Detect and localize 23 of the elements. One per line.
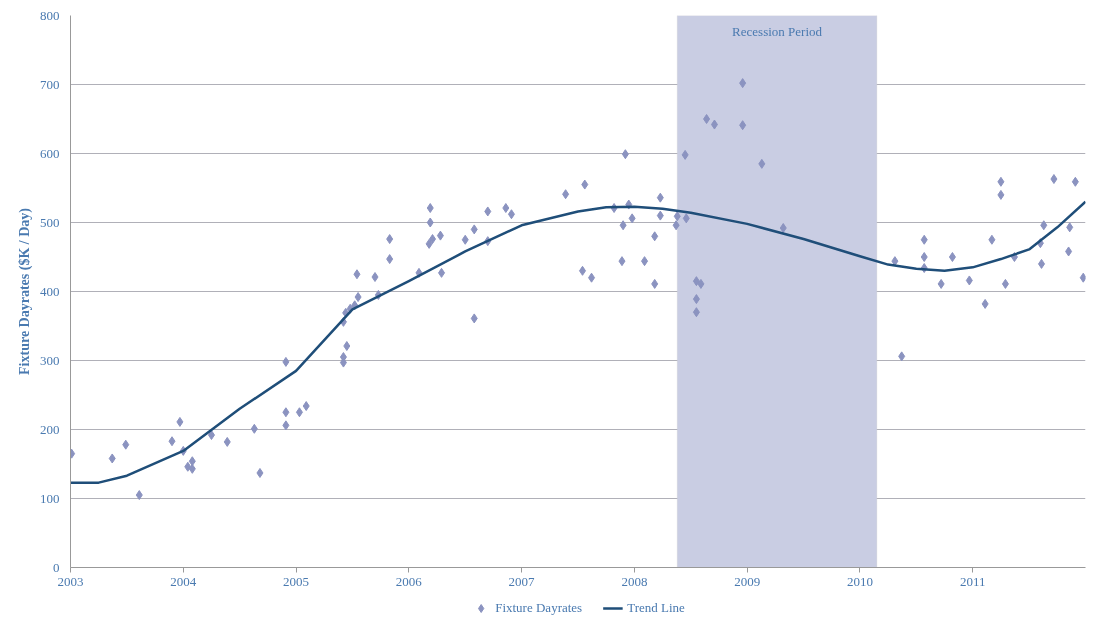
x-tick-label: 2003 [57,573,84,589]
y-axis-title: Fixture Dayrates ($K / Day) [17,207,33,375]
x-tick-label: 2010 [846,573,873,589]
y-tick-label: 400 [40,283,60,299]
band-label: Recession Period [732,23,823,39]
line-series [70,200,1086,484]
y-tick-label: 600 [40,145,60,161]
x-tick-label: 2006 [395,573,423,589]
legend-label: Fixture Dayrates [495,600,583,616]
x-tick-label: 2005 [283,573,310,589]
x-tick-label: 2008 [621,573,648,589]
y-tick-label: 300 [40,352,60,368]
x-tick-label: 2011 [959,573,986,589]
y-tick-label: 200 [40,421,60,437]
y-tick-label: 700 [40,76,60,92]
x-tick-label: 2007 [508,573,536,589]
x-tick-label: 2004 [170,573,197,589]
x-tick-label: 2009 [734,573,761,589]
y-tick-label: 0 [53,559,60,575]
legend-label: Trend Line [627,600,685,616]
y-tick-label: 800 [40,7,60,23]
y-tick-label: 500 [40,214,60,230]
y-tick-label: 100 [40,490,60,506]
